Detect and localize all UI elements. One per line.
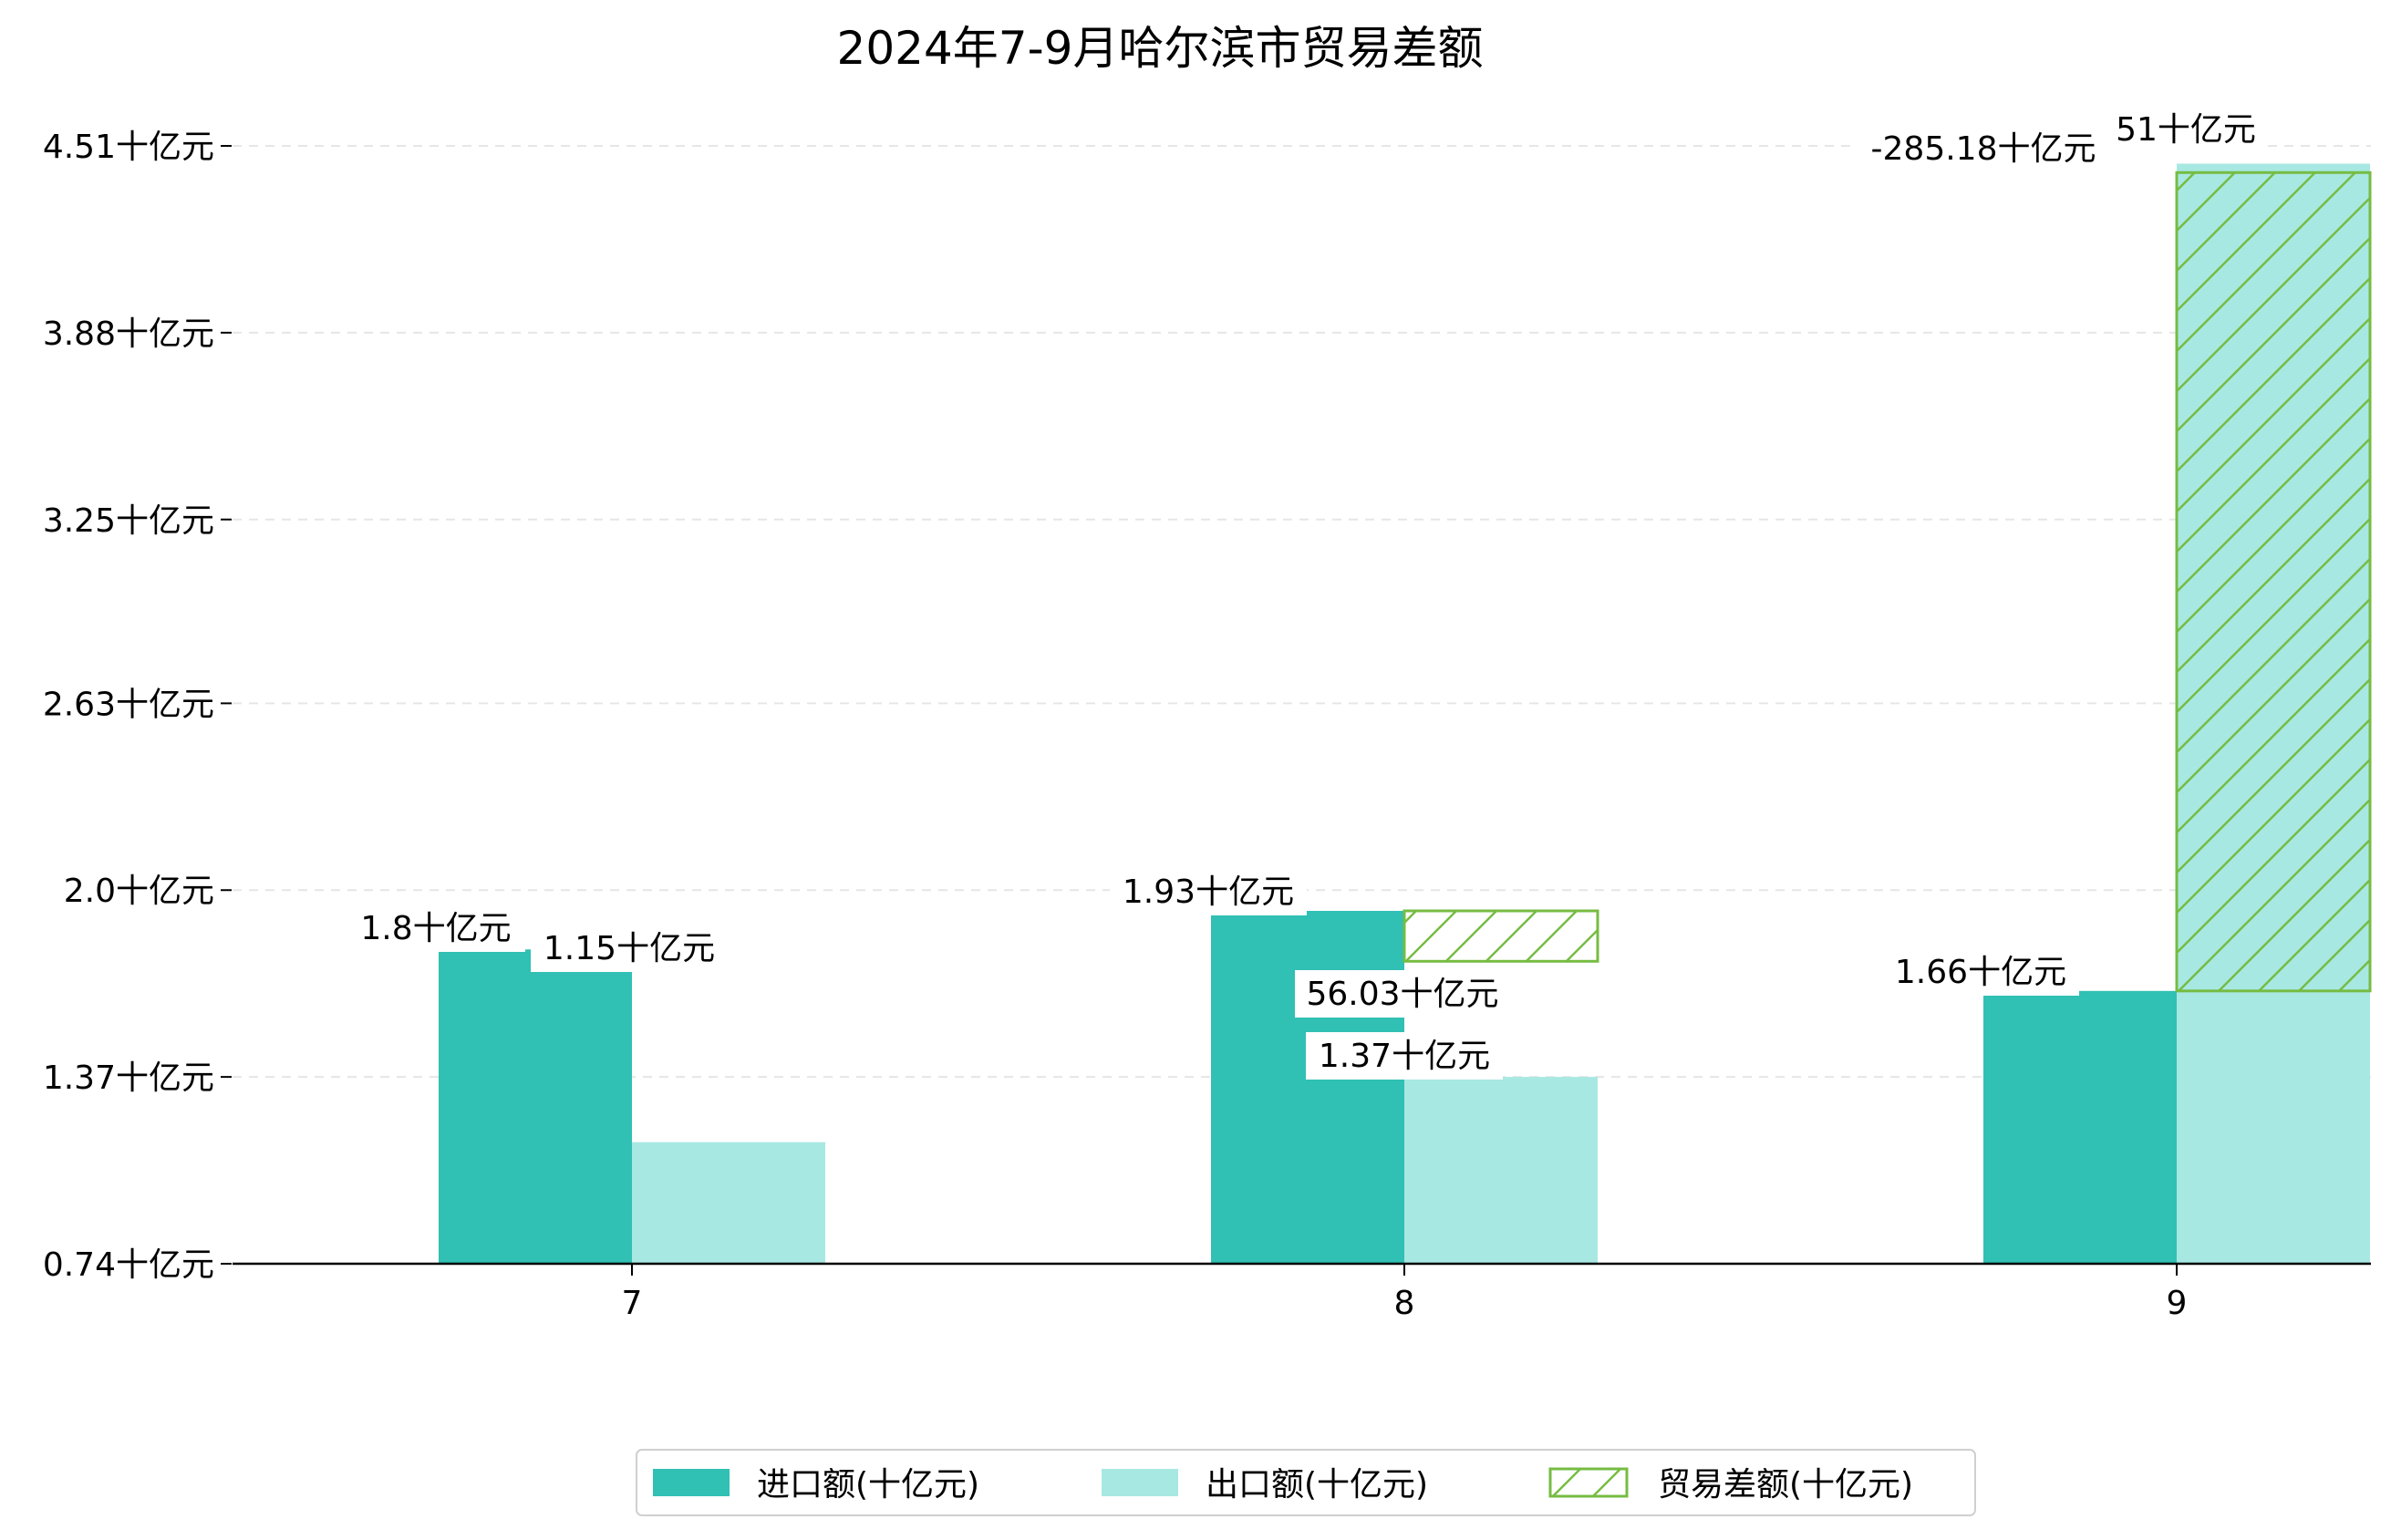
legend: 进口额(十亿元) 出口额(十亿元) 贸易差额(十亿元) <box>636 1449 1976 1516</box>
bars <box>439 163 2372 1264</box>
x-tick-label: 7 <box>622 1285 643 1322</box>
chart-title: 2024年7-9月哈尔滨市贸易差额 <box>837 22 1484 75</box>
data-label-background <box>1110 868 1307 915</box>
y-tick-label: 4.51十亿元 <box>43 129 214 166</box>
legend-item[interactable]: 进口额(十亿元) <box>653 1466 979 1504</box>
legend-item[interactable]: 出口额(十亿元) <box>1102 1466 1428 1504</box>
legend-item[interactable]: 贸易差额(十亿元) <box>1548 1466 1913 1504</box>
bar-import-7 <box>439 949 632 1264</box>
data-label: 1.15十亿元 <box>543 930 715 967</box>
y-tick-label: 0.74十亿元 <box>43 1246 214 1284</box>
data-label-background <box>2106 106 2266 153</box>
legend-label: 出口额(十亿元) <box>1206 1466 1428 1504</box>
y-tick-label: 2.63十亿元 <box>43 686 214 723</box>
bar-export-7 <box>632 1142 825 1264</box>
y-tick-label: 3.88十亿元 <box>43 315 214 353</box>
data-label: 1.93十亿元 <box>1123 873 1294 911</box>
y-axis: 0.74十亿元 1.37十亿元 2.0十亿元 2.63十亿元 3.25十亿元 3.88十亿… <box>43 129 232 1284</box>
data-labels: 1.8十亿元 1.15十亿元 1.93十亿元 56.03十亿元 1.37十亿元 1.66十… <box>347 106 2266 1080</box>
data-label-group: 1.8十亿元 <box>347 904 525 952</box>
data-label-group: 1.37十亿元 <box>1306 1032 1503 1080</box>
data-label-background <box>347 904 525 952</box>
data-label: 1.8十亿元 <box>360 910 511 947</box>
data-label-background <box>1306 1032 1503 1080</box>
y-tick-label: 1.37十亿元 <box>43 1059 214 1097</box>
data-label-background <box>1295 970 1510 1018</box>
y-tick-label: 3.25十亿元 <box>43 502 214 540</box>
data-label-background <box>531 925 728 972</box>
data-label-background <box>1858 125 2109 172</box>
data-label: 56.03十亿元 <box>1306 976 1498 1013</box>
bar-export-8 <box>1404 1077 1598 1264</box>
legend-swatch-import <box>653 1469 730 1496</box>
legend-box <box>636 1449 1976 1516</box>
legend-swatch-export <box>1102 1469 1178 1496</box>
bar-trade-balance-9 <box>2175 171 2372 993</box>
data-label-group: -285.18十亿元 <box>1858 125 2109 172</box>
data-label-group: 56.03十亿元 <box>1295 970 1510 1018</box>
legend-label: 进口额(十亿元) <box>757 1466 979 1504</box>
data-label: -285.18十亿元 <box>1871 130 2096 168</box>
data-label: 1.66十亿元 <box>1895 954 2066 991</box>
data-label-group: 1.15十亿元 <box>531 925 728 972</box>
data-label: 51十亿元 <box>2116 111 2256 149</box>
bar-import-9 <box>1983 990 2177 1264</box>
bar-trade-balance-8 <box>1403 909 1599 963</box>
data-label-group: 51十亿元 <box>2106 106 2266 153</box>
data-label: 1.37十亿元 <box>1319 1038 1490 1075</box>
x-tick-label: 9 <box>2167 1285 2188 1322</box>
data-label-background <box>1882 948 2079 996</box>
data-label-group: 1.93十亿元 <box>1110 868 1307 915</box>
bar-import-8 <box>1211 911 1404 1264</box>
x-axis: 7 8 9 <box>233 1262 2371 1322</box>
x-tick-label: 8 <box>1394 1285 1415 1322</box>
legend-label: 贸易差额(十亿元) <box>1658 1466 1913 1504</box>
data-label-group: 1.66十亿元 <box>1882 948 2079 996</box>
legend-swatch-trade-balance <box>1548 1467 1629 1498</box>
y-tick-label: 2.0十亿元 <box>64 873 214 910</box>
